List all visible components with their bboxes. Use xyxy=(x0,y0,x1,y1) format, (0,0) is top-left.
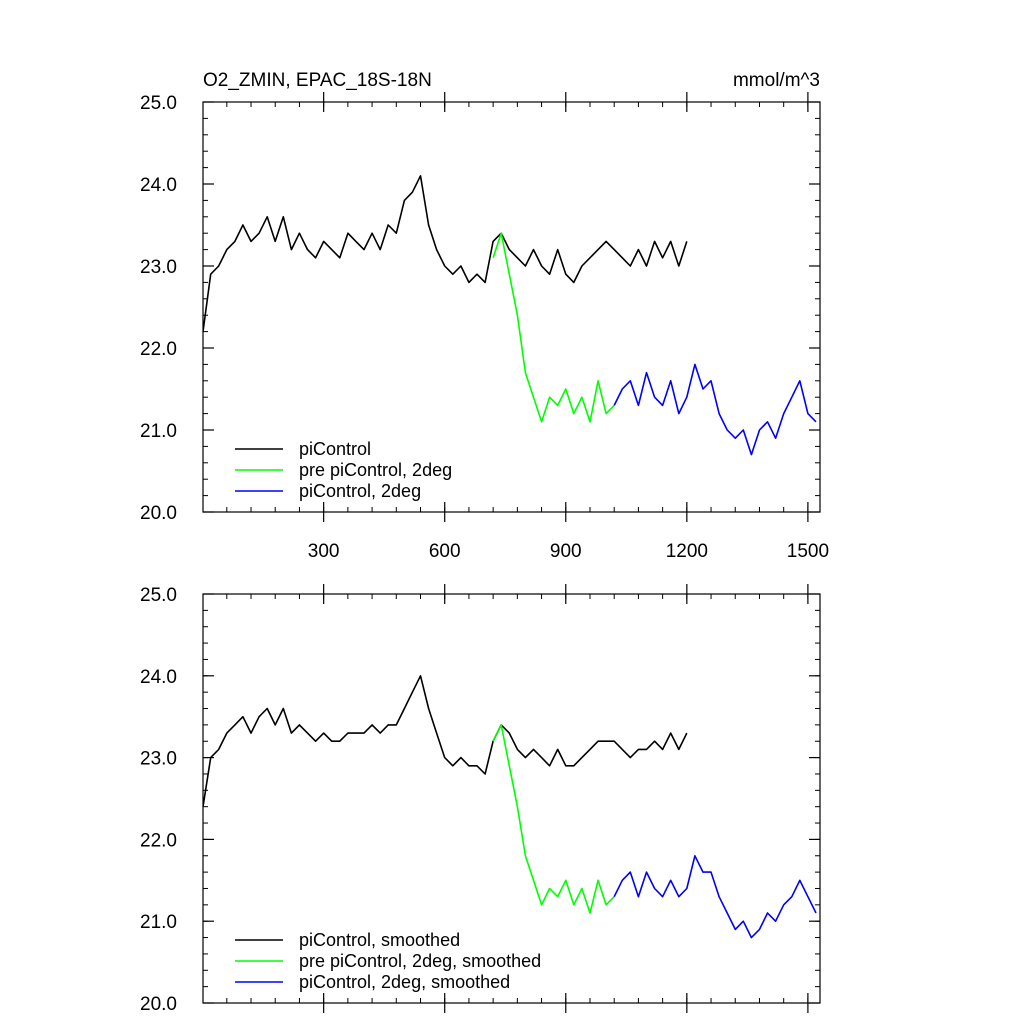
top-panel: 20.0 21.0 22.0 23.0 24.0 25.0 300 600 900 1200 150… xyxy=(140,92,829,562)
series-line-picontrol xyxy=(203,175,688,332)
y-tick-label: 24.0 xyxy=(140,667,177,688)
y-tick-label: 25.0 xyxy=(140,93,177,114)
y-tick-label: 23.0 xyxy=(140,257,177,278)
legend-label: pre piControl, 2deg, smoothed xyxy=(299,951,541,971)
series-line-picontrol-smoothed xyxy=(203,674,688,807)
y-tick-label: 21.0 xyxy=(140,912,177,933)
x-tick-label: 1200 xyxy=(666,541,708,562)
x-tick-label: 300 xyxy=(308,541,340,562)
series-line-picontrol-2deg-smoothed xyxy=(613,854,817,939)
series-line-pre-picontrol-2deg xyxy=(492,232,615,423)
chart-title: O2_ZMIN, EPAC_18S-18N xyxy=(203,70,432,91)
plot-frame xyxy=(202,101,821,513)
x-tick-label: 1500 xyxy=(787,541,829,562)
y-tick-label: 22.0 xyxy=(140,339,177,360)
y-tick-label: 20.0 xyxy=(140,503,177,524)
series-line-pre-picontrol-2deg-smoothed xyxy=(492,724,615,914)
legend-label: piControl xyxy=(299,439,371,459)
y-tick-label: 20.0 xyxy=(140,994,177,1015)
x-tick-label: 600 xyxy=(429,541,461,562)
units-label: mmol/m^3 xyxy=(733,70,820,91)
y-tick-label: 22.0 xyxy=(140,830,177,851)
legend-label: pre piControl, 2deg xyxy=(299,460,452,480)
legend-label: piControl, 2deg xyxy=(299,481,421,501)
bottom-panel: 20.0 21.0 22.0 23.0 24.0 25.0 piControl, smoot… xyxy=(140,584,821,1015)
y-tick-label: 23.0 xyxy=(140,749,177,770)
legend-label: piControl, smoothed xyxy=(299,930,460,950)
y-tick-label: 24.0 xyxy=(140,175,177,196)
y-tick-label: 21.0 xyxy=(140,421,177,442)
y-tick-label: 25.0 xyxy=(140,585,177,606)
plot-frame xyxy=(202,593,821,1004)
series-line-picontrol-2deg xyxy=(613,363,817,456)
x-tick-label: 900 xyxy=(550,541,582,562)
legend-label: piControl, 2deg, smoothed xyxy=(299,972,510,992)
